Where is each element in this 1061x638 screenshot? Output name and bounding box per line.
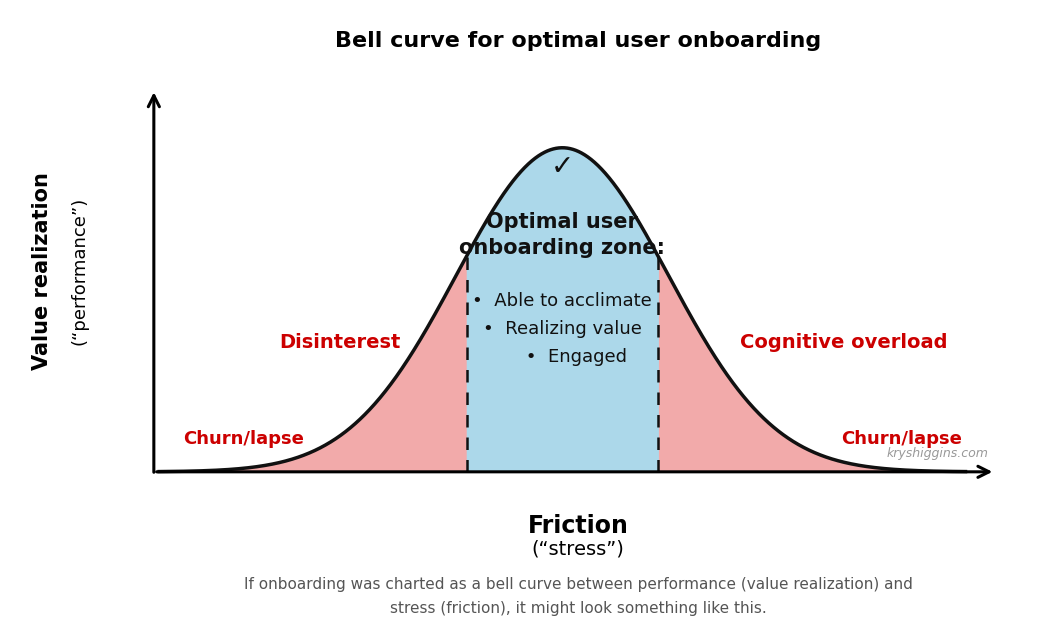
Text: Churn/lapse: Churn/lapse [841,431,962,449]
Text: ✓: ✓ [551,153,574,181]
Text: Disinterest: Disinterest [279,332,400,352]
Text: Friction: Friction [527,514,629,538]
Text: Bell curve for optimal user onboarding: Bell curve for optimal user onboarding [335,31,821,52]
Text: •  Able to acclimate
•  Realizing value
     •  Engaged: • Able to acclimate • Realizing value • … [472,292,653,366]
Text: Optimal user
onboarding zone:: Optimal user onboarding zone: [459,212,665,258]
Text: Churn/lapse: Churn/lapse [184,431,305,449]
Text: (“performance”): (“performance”) [71,197,88,345]
Text: kryshiggins.com: kryshiggins.com [887,447,989,461]
Text: Value realization: Value realization [33,172,52,370]
Text: (“stress”): (“stress”) [532,539,625,558]
Text: If onboarding was charted as a bell curve between performance (value realization: If onboarding was charted as a bell curv… [244,577,912,616]
Text: Cognitive overload: Cognitive overload [740,332,947,352]
